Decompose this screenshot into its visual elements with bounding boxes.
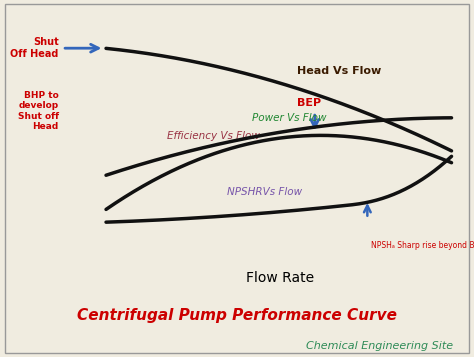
Text: NPSHₐ Sharp rise beyond BEP: NPSHₐ Sharp rise beyond BEP: [371, 241, 474, 250]
Text: Efficiency Vs Flow: Efficiency Vs Flow: [167, 131, 260, 141]
Text: Shut
Off Head: Shut Off Head: [10, 37, 59, 59]
Text: BHP to
develop
Shut off
Head: BHP to develop Shut off Head: [18, 91, 59, 131]
Text: Power Vs Flow: Power Vs Flow: [252, 113, 326, 123]
Text: Chemical Engineering Site: Chemical Engineering Site: [306, 341, 453, 351]
Text: Centrifugal Pump Performance Curve: Centrifugal Pump Performance Curve: [77, 308, 397, 323]
Text: BEP: BEP: [297, 97, 321, 107]
Text: NPSHRVs Flow: NPSHRVs Flow: [227, 187, 302, 197]
Text: Flow Rate: Flow Rate: [246, 271, 314, 285]
Text: Head Vs Flow: Head Vs Flow: [297, 66, 382, 76]
